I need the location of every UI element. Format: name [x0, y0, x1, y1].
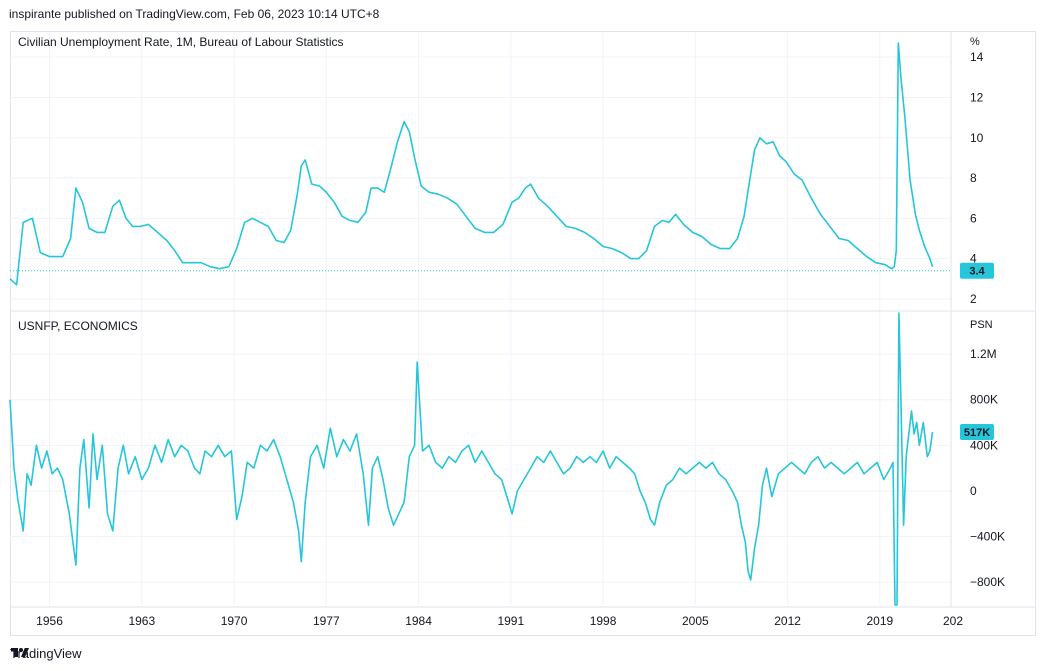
grid-layer	[10, 33, 951, 605]
y-tick-label: 400K	[970, 438, 998, 452]
y-tick-label: −400K	[970, 530, 1005, 544]
y-tick-label: −800K	[970, 575, 1005, 589]
pane2-y-axis: 1.2M 800K 400K 0 −400K −800K	[970, 347, 1005, 589]
pane1-title: Civilian Unemployment Rate, 1M, Bureau o…	[18, 35, 343, 49]
y-tick-label: 14	[970, 50, 984, 64]
series-line[interactable]	[9, 312, 934, 606]
y-tick-label: 12	[970, 90, 984, 104]
x-tick-label: 1956	[36, 614, 63, 628]
x-tick-label: 1998	[590, 614, 617, 628]
y-tick-label: 2	[970, 292, 977, 306]
pane1-y-axis: 14 12 10 8 6 4 2	[970, 50, 984, 306]
last-value-badge	[960, 423, 994, 440]
publish-header: inspirante published on TradingView.com,…	[9, 7, 380, 21]
y-tick-label: 10	[970, 131, 984, 145]
y-tick-label: 4	[970, 252, 977, 266]
last-value-badge	[960, 262, 994, 279]
tradingview-footer[interactable]: TradingView	[10, 646, 82, 661]
x-tick-label: 202	[943, 614, 963, 628]
y-tick-label: 0	[970, 484, 977, 498]
last-value-label: 517K	[964, 427, 990, 439]
pane2-title: USNFP, ECONOMICS	[18, 319, 138, 333]
chart-frame	[10, 31, 1036, 636]
y-tick-label: 800K	[970, 393, 998, 407]
y-tick-label: 8	[970, 171, 977, 185]
x-tick-label: 2005	[682, 614, 709, 628]
x-tick-label: 1963	[128, 614, 155, 628]
tradingview-logo-icon	[11, 648, 29, 657]
last-value-label: 3.4	[969, 266, 985, 278]
pane1-unit-label: %	[970, 36, 980, 48]
x-tick-label: 1970	[221, 614, 248, 628]
y-tick-label: 6	[970, 211, 977, 225]
x-axis: 1956 1963 1970 1977 1984 1991 1998 2005 2012 2019…	[36, 614, 963, 628]
pane2-unit-label: PSN	[970, 319, 993, 331]
x-tick-label: 1984	[405, 614, 432, 628]
pane2-series[interactable]: 517K	[9, 312, 994, 606]
x-tick-label: 1991	[497, 614, 524, 628]
y-tick-label: 1.2M	[970, 347, 997, 361]
x-tick-label: 2019	[866, 614, 893, 628]
x-tick-label: 1977	[313, 614, 340, 628]
x-tick-label: 2012	[774, 614, 801, 628]
pane1-series[interactable]: 3.4	[9, 42, 994, 286]
series-line[interactable]	[9, 42, 934, 286]
